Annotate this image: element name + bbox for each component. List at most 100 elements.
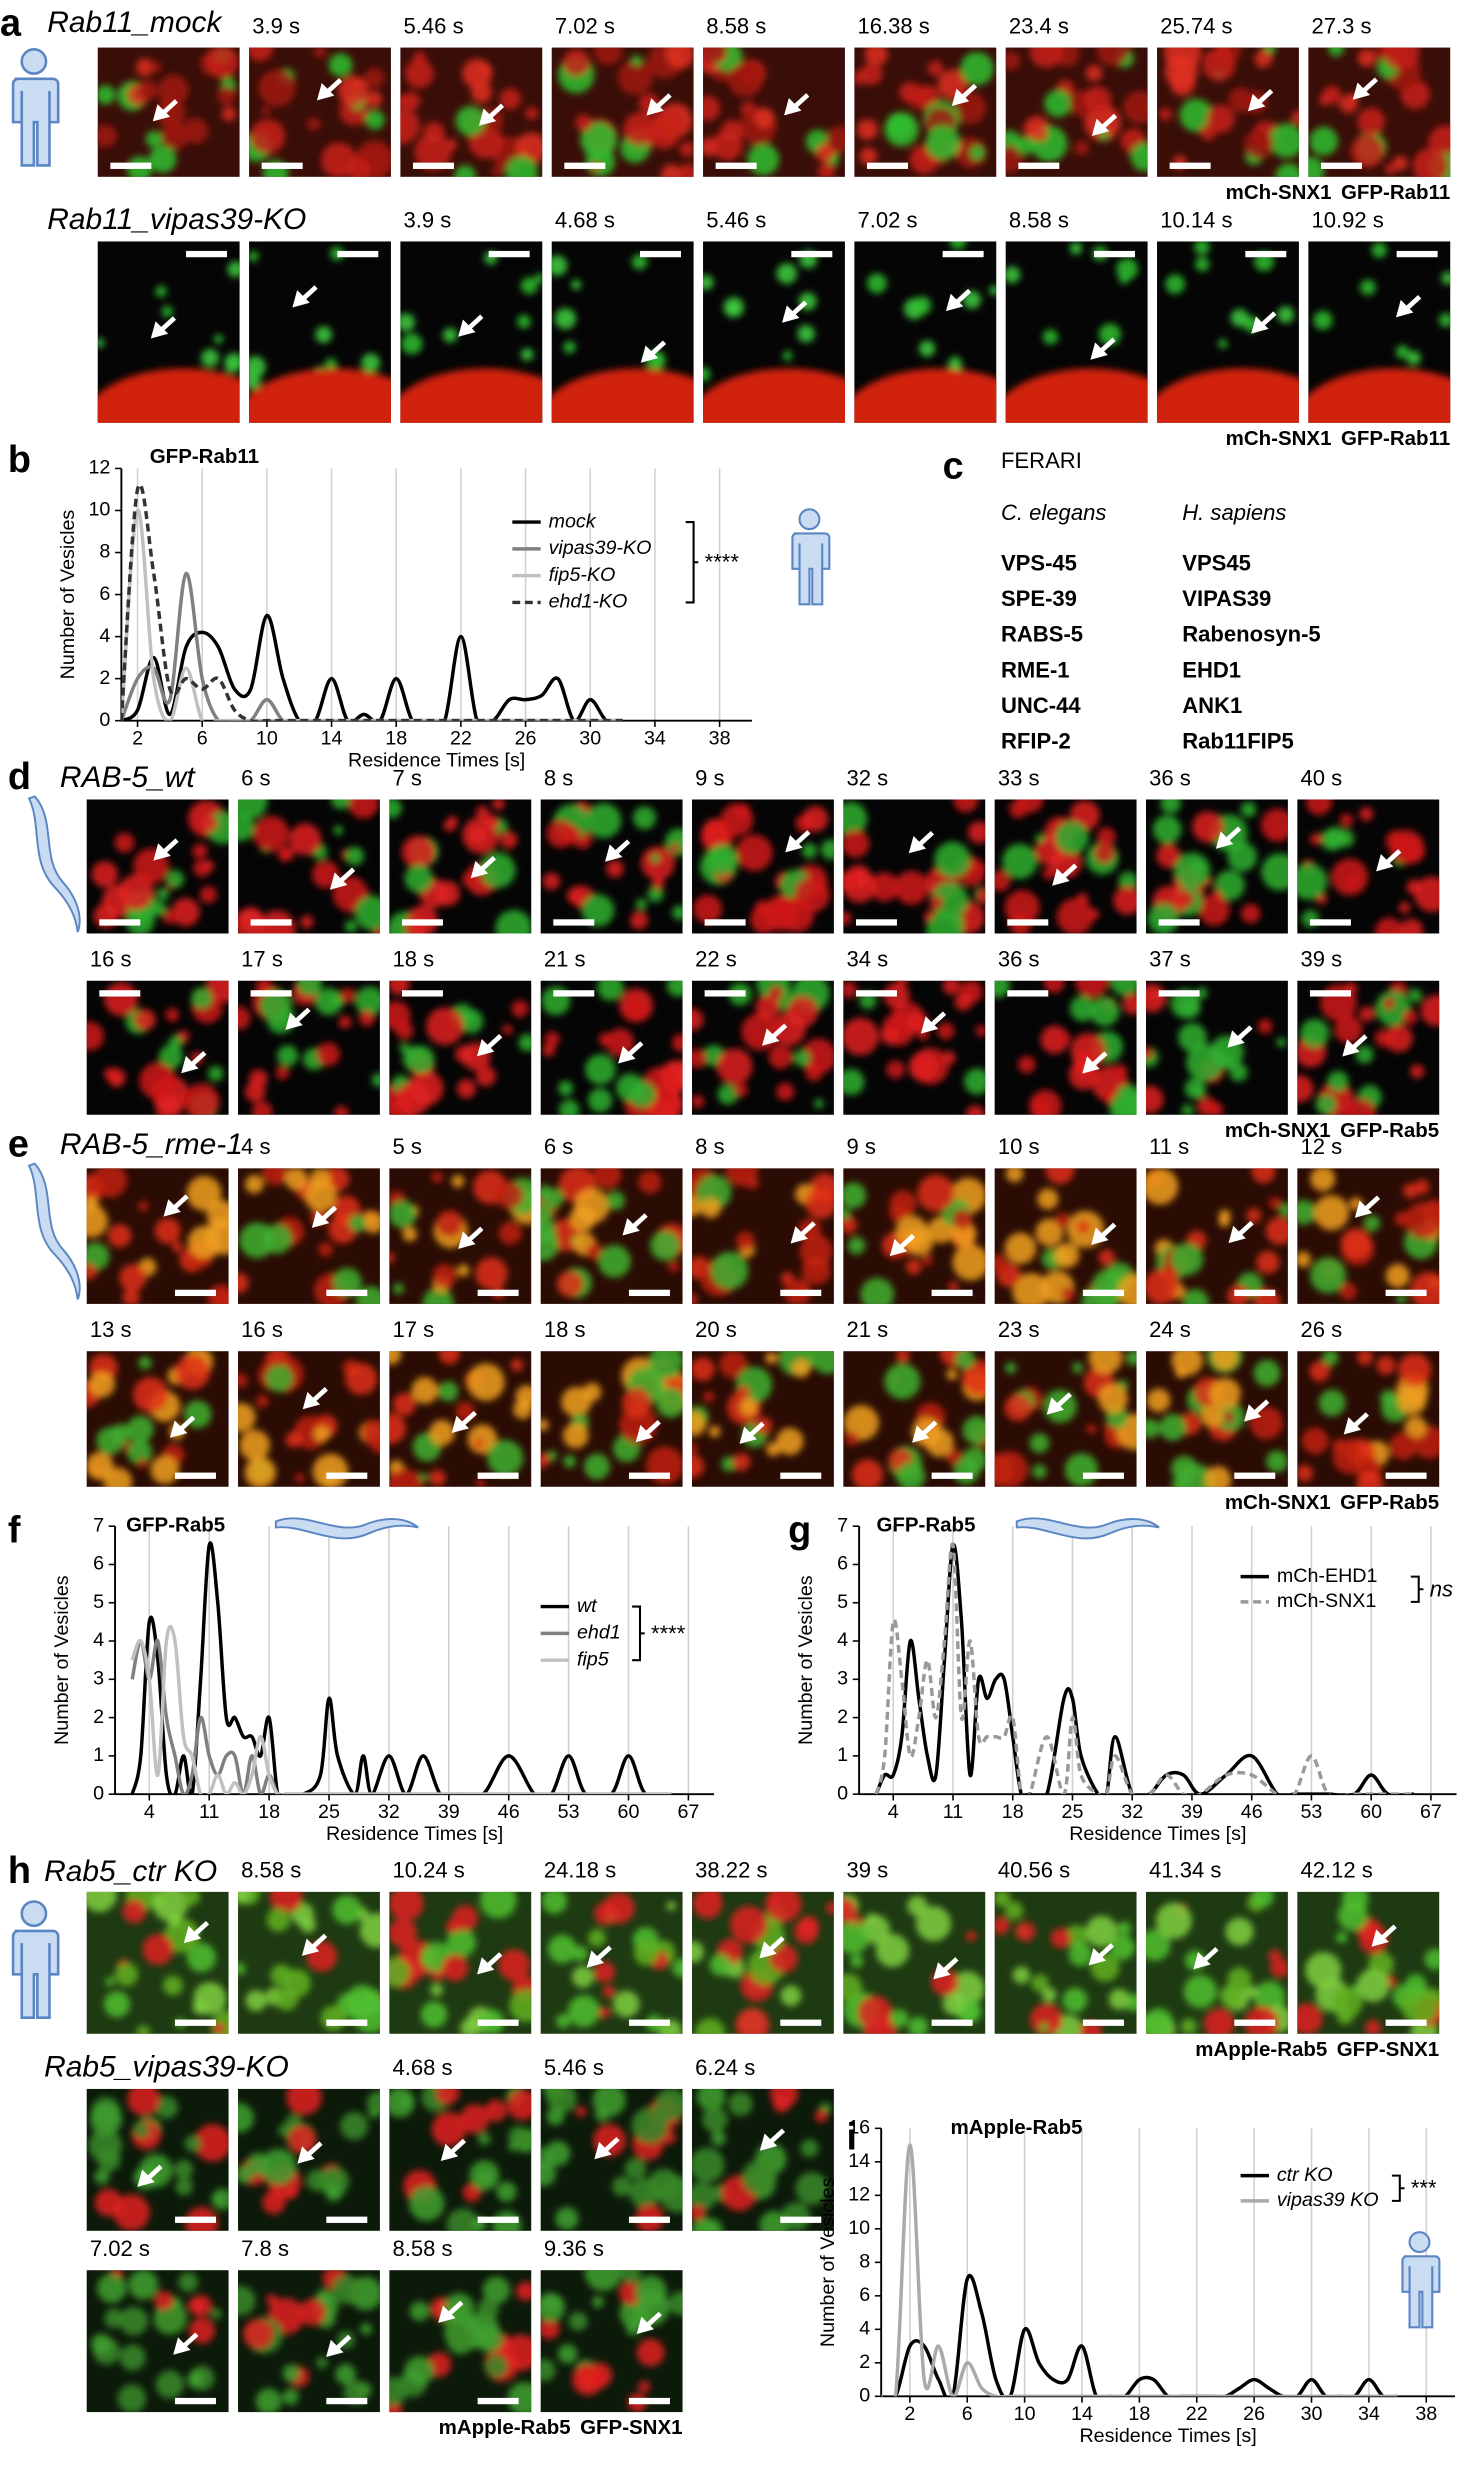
data-line [121,571,623,721]
blob [654,2088,683,2121]
blob [703,368,845,423]
scale-bar [250,990,292,997]
y-tick-label: 1 [93,1744,104,1766]
micrograph [238,1168,380,1304]
y-tick-label: 0 [99,709,110,731]
data-line [874,1542,1414,1795]
blob [942,1992,966,2016]
blob [315,988,343,1016]
blobs [400,51,543,177]
blob [1180,2018,1197,2034]
blob [1223,1412,1235,1423]
blob [860,1277,895,1304]
blob [776,1427,804,1456]
x-tick-label: 2 [132,727,143,749]
blob [1040,1025,1069,1054]
scale-bar [174,2019,216,2026]
blob [1216,47,1230,55]
blob [787,995,819,1027]
blob [238,1272,249,1294]
blob [927,60,944,77]
blob [554,308,577,330]
blob [1068,1942,1093,1967]
micrograph [540,1168,683,1304]
blob [915,1906,952,1942]
blob [483,814,499,830]
micrograph [692,2088,834,2231]
blob [1269,123,1299,158]
blob [692,2182,716,2212]
arrowhead [451,1415,470,1434]
legend-text: mCh-SNX1 [1225,1119,1331,1142]
blob [709,1953,732,1976]
blob [1357,1351,1373,1366]
blob [389,2376,408,2406]
blob [400,368,543,423]
blobs [843,1893,985,2034]
blob [571,1966,594,1988]
micrograph [692,980,834,1115]
blob [348,799,379,819]
blob [800,2139,819,2158]
blob [1397,1353,1432,1387]
blob [210,2308,222,2320]
blob [952,1209,973,1230]
blob [1297,1464,1314,1482]
blob [1376,1356,1396,1375]
micrograph [703,241,845,423]
blob [162,1975,183,1996]
blob [451,1174,465,1188]
blob [1037,1188,1059,1210]
blob [208,1065,224,1082]
table-cell: Rab11FIP5 [1182,729,1294,754]
x-tick-label: 26 [1243,2403,1265,2425]
blob [1050,1927,1072,1949]
blob [277,848,291,862]
blob [389,1918,417,1948]
blob [126,1415,154,1443]
blob [404,2356,434,2386]
y-tick-label: 6 [99,583,110,605]
micrograph [86,1168,229,1304]
blob [551,368,694,423]
blob [605,1028,635,1057]
blob [693,894,723,924]
y-tick-label: 12 [88,457,110,479]
blob [741,2159,778,2196]
blob [1065,1924,1088,1948]
x-tick-label: 4 [144,1801,155,1823]
micrograph [389,799,532,934]
blob [1218,339,1228,349]
data-line [130,1541,672,1795]
blob [313,1425,331,1443]
blob [251,1101,273,1115]
table-cell: VPS-45 [1001,550,1077,575]
blob [1084,86,1112,114]
blob [332,1267,362,1297]
blob [1346,1098,1376,1115]
blobs [994,1168,1137,1304]
blob [393,1283,404,1295]
time-label: 9.36 s [544,2236,604,2261]
blob [720,803,754,837]
micrograph [843,799,986,934]
blob [454,165,476,177]
data-line [130,1624,672,1795]
scale-bar [1385,1472,1427,1479]
blob [1268,1196,1282,1210]
blobs [692,1891,834,2034]
micrograph [249,241,391,423]
micrograph [238,2270,380,2413]
blob [698,2218,723,2231]
blob [934,841,971,879]
blob [583,1453,611,1480]
time-label: 13 s [90,1317,132,1342]
arrowhead [150,321,169,339]
arrowhead [183,1925,202,1944]
blob [491,166,503,177]
blobs [540,2088,683,2231]
micrograph [843,1891,986,2034]
blob [847,1236,866,1255]
time-label: 4 s [241,1134,270,1159]
scale-bar [780,1472,822,1479]
